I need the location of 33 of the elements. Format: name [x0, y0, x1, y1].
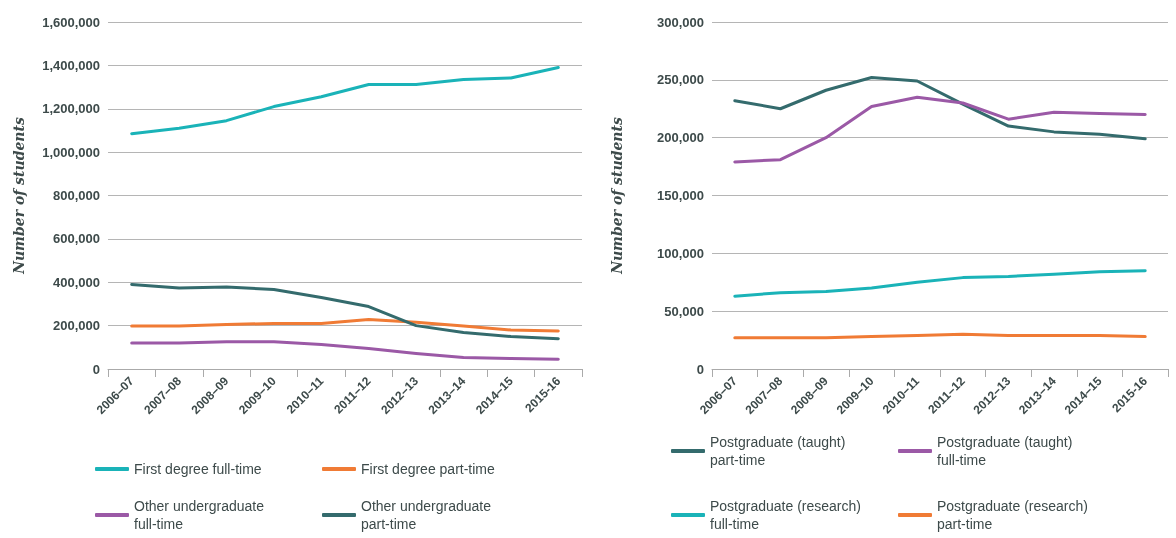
y-tick-label: 1,000,000: [42, 144, 100, 160]
y-tick-label: 600,000: [53, 231, 100, 247]
y-tick-label: 0: [92, 361, 100, 377]
legend-label: Other undergraduate part-time: [361, 498, 495, 532]
legend-label: Postgraduate (taught) full-time: [937, 434, 1077, 468]
line-series: [733, 95, 1147, 164]
y-tick-label: 200,000: [53, 318, 100, 334]
y-tick-label: 200,000: [657, 130, 704, 146]
line-series: [130, 282, 560, 341]
y-tick-label: 300,000: [657, 14, 704, 30]
y-tick-label: 1,200,000: [42, 101, 100, 117]
y-tick-label: 100,000: [657, 245, 704, 261]
y-tick-label: 50,000: [664, 303, 704, 319]
legend-label: Postgraduate (taught) part-time: [710, 434, 850, 468]
y-tick-label: 400,000: [53, 274, 100, 290]
legend-label: Other undergraduate full-time: [134, 498, 268, 532]
line-series: [130, 66, 560, 136]
y-tick-label: 1,600,000: [42, 14, 100, 30]
y-axis-title: Number of students: [11, 117, 27, 275]
y-tick-label: 250,000: [657, 72, 704, 88]
y-tick-label: 800,000: [53, 188, 100, 203]
legend-label: Postgraduate (research) full-time: [710, 498, 865, 532]
line-series: [130, 340, 560, 361]
legend-label: Postgraduate (research) part-time: [937, 498, 1092, 532]
line-series: [733, 76, 1147, 141]
line-series: [130, 318, 560, 333]
y-tick-label: 0: [696, 361, 704, 377]
legend-label: First degree part-time: [361, 461, 496, 477]
y-tick-label: 1,400,000: [42, 57, 100, 73]
y-axis-title: Number of students: [609, 117, 625, 275]
legend-label: First degree full-time: [134, 461, 262, 477]
line-series: [733, 269, 1147, 298]
y-tick-label: 150,000: [657, 188, 704, 203]
